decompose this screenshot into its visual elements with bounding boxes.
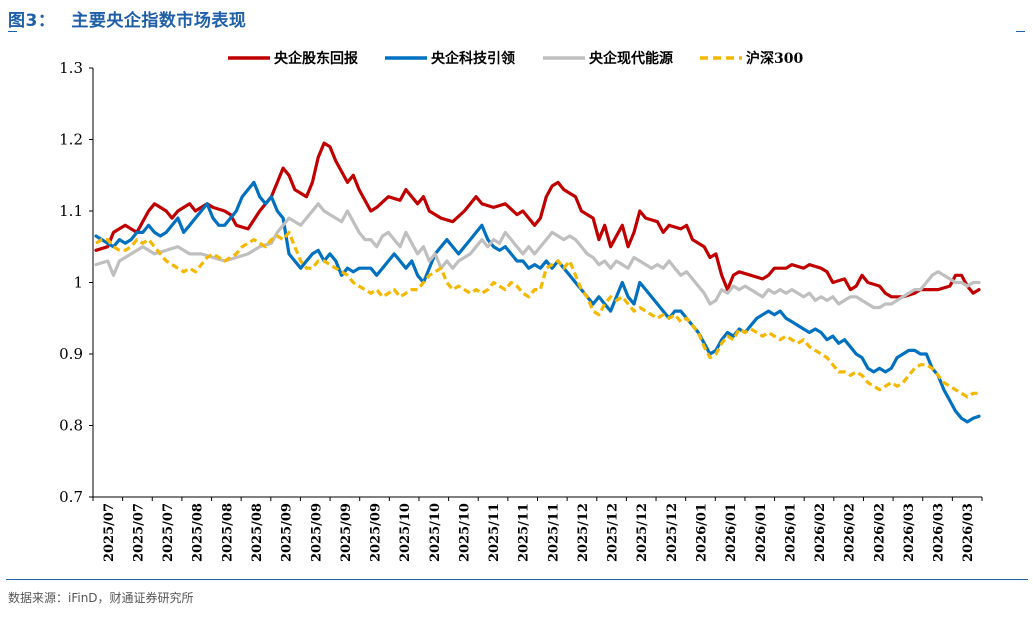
figure-number: 图3： (8, 11, 56, 31)
x-tick-label: 2025/10 (398, 503, 413, 562)
line-chart: 央企股东回报 央企科技引领 央企现代能源 沪深300 1.3 1.2 1.1 1 0.9 0.8… (59, 50, 983, 562)
x-tick-label: 2025/08 (220, 503, 235, 562)
x-tick-label: 2025/10 (428, 503, 443, 562)
footer-divider (6, 579, 1028, 580)
x-tick-label: 2025/07 (102, 503, 117, 562)
x-tick-label: 2025/11 (517, 503, 532, 562)
series-line-3 (94, 202, 981, 310)
x-tick-label: 2025/07 (131, 503, 146, 562)
x-tick-label: 2026/02 (813, 503, 828, 562)
series-line-1 (94, 141, 981, 299)
y-tick-label: 1.1 (59, 202, 83, 220)
x-tick-label: 2026/01 (694, 503, 709, 562)
legend-label: 央企科技引领 (431, 50, 515, 67)
source-note: 数据来源：iFinD，财通证券研究所 (8, 591, 194, 605)
x-tick-label: 2025/09 (339, 503, 354, 562)
y-tick-label: 1 (73, 274, 83, 292)
legend-label: 央企现代能源 (589, 50, 673, 67)
x-tick-label: 2025/09 (369, 503, 384, 562)
x-tick-label: 2026/02 (843, 503, 858, 562)
x-tick-label: 2025/12 (635, 503, 650, 562)
x-tick-label: 2026/01 (724, 503, 739, 562)
legend-label: 沪深300 (746, 50, 803, 67)
x-tick-label: 2026/03 (961, 503, 976, 562)
y-axis: 1.3 1.2 1.1 1 0.9 0.8 0.7 (59, 59, 94, 506)
y-tick-label: 0.7 (59, 488, 83, 506)
x-tick-label: 2025/11 (546, 503, 561, 562)
x-axis: 2025/07 2025/07 2025/07 2025/08 2025/08 2025/… (92, 496, 983, 562)
x-tick-label: 2026/03 (932, 503, 947, 562)
y-tick-label: 0.8 (59, 417, 83, 435)
x-tick-label: 2025/08 (191, 503, 206, 562)
y-tick-label: 1.3 (59, 59, 83, 77)
series-line-4 (95, 230, 979, 399)
x-tick-label: 2025/10 (457, 503, 472, 562)
x-tick-label: 2025/09 (280, 503, 295, 562)
series-lines (94, 141, 981, 424)
x-tick-label: 2025/07 (161, 503, 176, 562)
series-line-2 (94, 180, 981, 424)
x-tick-label: 2026/01 (754, 503, 769, 562)
x-tick-label: 2025/12 (665, 503, 680, 562)
chart-legend: 央企股东回报 央企科技引领 央企现代能源 沪深300 (228, 50, 803, 67)
y-tick-label: 0.9 (59, 345, 83, 363)
x-tick-label: 2025/12 (606, 503, 621, 562)
x-tick-label: 2026/01 (783, 503, 798, 562)
y-tick-label: 1.2 (59, 131, 83, 149)
x-tick-label: 2025/11 (487, 503, 502, 562)
title-left-mark (8, 31, 17, 32)
x-tick-label: 2025/12 (576, 503, 591, 562)
x-tick-label: 2026/03 (902, 503, 917, 562)
legend-label: 央企股东回报 (274, 50, 358, 67)
x-tick-label: 2026/02 (872, 503, 887, 562)
title-right-mark (1016, 31, 1025, 32)
figure-title-text: 主要央企指数市场表现 (71, 11, 247, 31)
x-tick-label: 2025/09 (309, 503, 324, 562)
x-tick-label: 2025/08 (250, 503, 265, 562)
figure-title: 图3： 主要央企指数市场表现 (8, 6, 246, 31)
